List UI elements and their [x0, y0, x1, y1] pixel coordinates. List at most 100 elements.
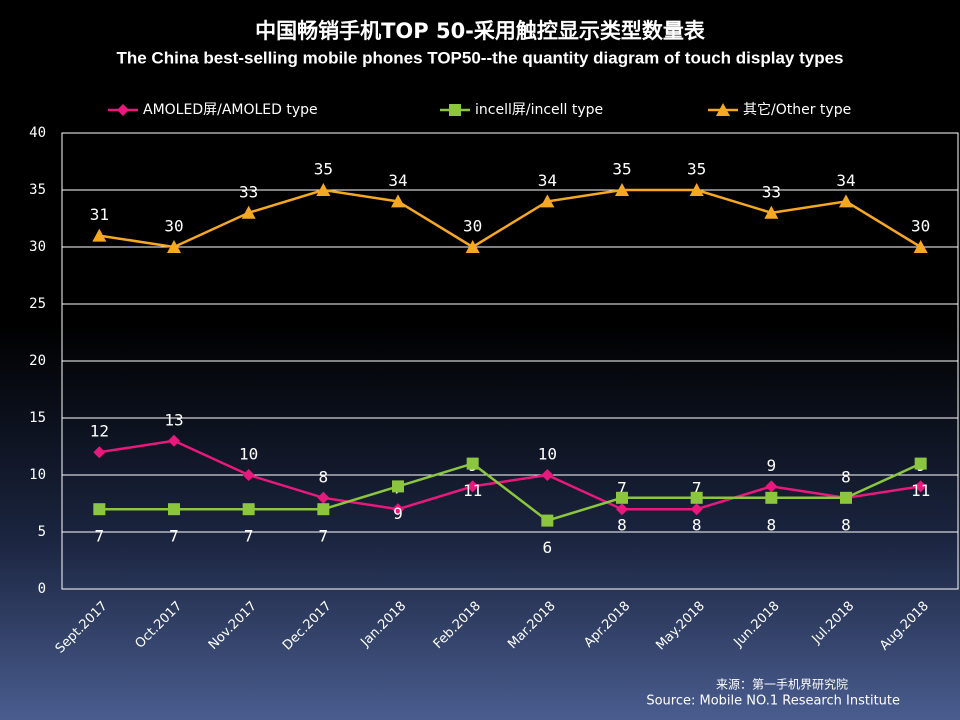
data-point [392, 480, 404, 493]
data-label: 7 [692, 479, 702, 498]
data-point [690, 491, 703, 504]
data-point [541, 469, 554, 481]
data-label: 34 [836, 171, 855, 190]
chart-subtitle: The China best-selling mobile phones TOP… [116, 48, 843, 67]
data-point [316, 183, 331, 196]
data-point [616, 503, 628, 516]
data-label: 6 [543, 538, 553, 557]
data-label: 35 [687, 160, 706, 179]
data-point [764, 205, 779, 219]
data-point [616, 491, 628, 504]
data-point [241, 205, 256, 219]
data-label: 7 [617, 479, 627, 498]
x-tick-label: Sept.2017 [53, 599, 111, 657]
data-label: 33 [762, 182, 781, 201]
data-label: 7 [244, 527, 254, 546]
series-line [99, 188, 922, 249]
x-tick-label: May.2018 [653, 599, 708, 654]
legend-label: 其它/Other type [743, 101, 851, 118]
source-cn: 来源：第一手机界研究院 [716, 677, 848, 692]
x-tick-label: Jul.2018 [809, 599, 858, 648]
x-tick-label: Jan.2018 [357, 599, 409, 651]
data-point [168, 434, 180, 447]
data-point [765, 491, 778, 504]
data-label: 11 [463, 481, 482, 500]
chart-title: 中国畅销手机TOP 50-采用触控显示类型数量表 [255, 19, 706, 43]
x-tick-label: Dec.2017 [280, 599, 335, 654]
legend-marker [117, 104, 129, 116]
data-point [242, 469, 255, 481]
data-label: 13 [164, 410, 183, 429]
x-tick-label: Mar.2018 [505, 599, 558, 652]
data-label: 10 [538, 445, 557, 464]
data-point [466, 480, 479, 493]
legend-marker [449, 104, 461, 116]
data-point [540, 194, 555, 208]
series-line [99, 439, 921, 511]
data-point [392, 503, 404, 516]
data-label: 7 [319, 527, 329, 546]
x-tick-label: Oct.2017 [132, 599, 185, 652]
data-point [913, 240, 928, 253]
y-tick-label: 30 [29, 239, 46, 255]
data-label: 12 [90, 422, 109, 441]
data-point [765, 480, 778, 493]
data-label: 35 [612, 160, 631, 179]
data-point [317, 491, 330, 504]
legend-label: AMOLED屏/AMOLED type [143, 102, 318, 118]
y-tick-label: 0 [38, 581, 46, 597]
legend-marker [716, 103, 730, 116]
data-label: 8 [841, 467, 851, 486]
data-label: 8 [319, 467, 329, 486]
x-tick-label: Aug.2018 [877, 599, 932, 654]
data-label: 8 [692, 515, 702, 534]
data-point [839, 194, 853, 208]
data-point [541, 514, 554, 527]
data-label: 30 [164, 217, 183, 236]
data-label: 35 [314, 160, 333, 179]
x-tick-label: Apr.2018 [581, 599, 633, 651]
y-tick-label: 20 [29, 353, 46, 369]
data-label: 8 [767, 515, 777, 534]
data-label: 34 [388, 171, 407, 190]
x-tick-label: Jun.2018 [731, 599, 783, 651]
data-label: 7 [95, 527, 105, 546]
data-label: 33 [239, 182, 258, 201]
y-tick-label: 5 [38, 524, 46, 540]
data-label: 30 [463, 217, 482, 236]
data-point [466, 457, 479, 470]
series-line [99, 462, 922, 522]
data-label: 34 [538, 171, 557, 190]
data-point [914, 457, 927, 470]
data-label: 30 [911, 217, 930, 236]
data-label: 8 [617, 515, 627, 534]
y-tick-label: 25 [29, 296, 46, 312]
y-tick-label: 10 [29, 467, 46, 483]
y-tick-label: 35 [29, 182, 46, 198]
data-point [93, 503, 106, 516]
data-point [689, 183, 704, 196]
data-label: 10 [239, 445, 258, 464]
data-label: 7 [169, 527, 179, 546]
y-tick-label: 15 [29, 410, 46, 426]
data-point [93, 446, 106, 459]
data-label: 9 [393, 504, 403, 523]
data-point [391, 194, 405, 208]
y-tick-label: 40 [29, 125, 46, 141]
data-point [465, 240, 480, 253]
data-point [242, 503, 255, 516]
x-tick-label: Nov.2017 [206, 599, 260, 653]
legend-label: incell屏/incell type [475, 102, 603, 118]
data-point [317, 503, 330, 516]
data-label: 31 [90, 205, 109, 224]
x-tick-label: Feb.2018 [431, 599, 484, 652]
data-point [914, 480, 927, 493]
data-point [615, 183, 629, 196]
data-label: 11 [911, 481, 930, 500]
data-label: 8 [841, 515, 851, 534]
data-point [168, 503, 180, 516]
data-label: 9 [767, 456, 777, 475]
data-point [92, 228, 107, 242]
data-point [167, 240, 181, 253]
